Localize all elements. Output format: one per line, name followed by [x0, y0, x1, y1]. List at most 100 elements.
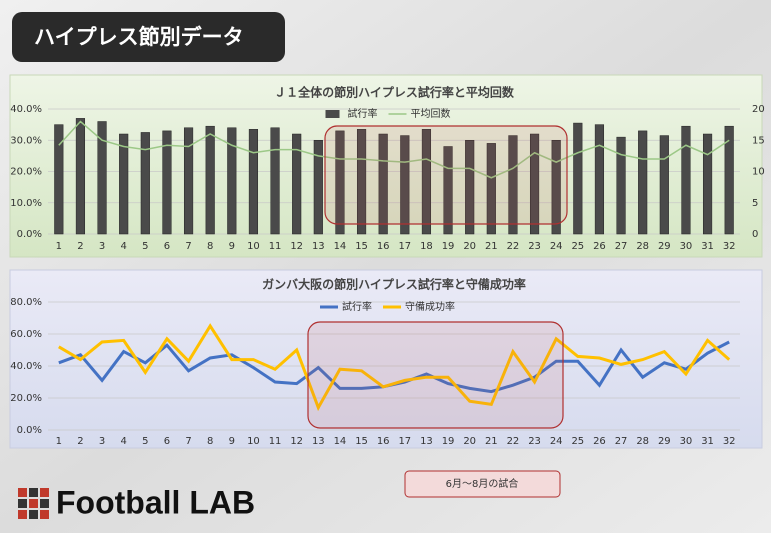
y2-tick-label: 15 — [752, 135, 765, 146]
x-tick-label: 32 — [723, 241, 736, 252]
y-tick-label: 10.0% — [10, 198, 42, 209]
x-tick-label: 29 — [658, 436, 671, 447]
x-tick-label: 14 — [334, 436, 347, 447]
bar — [313, 140, 323, 235]
x-tick-label: 9 — [229, 436, 235, 447]
header-title: ハイプレス節別データ — [34, 25, 244, 49]
bar — [400, 135, 410, 235]
legend-label: 守備成功率 — [405, 300, 455, 313]
y-tick-label: 0.0% — [17, 229, 42, 240]
bar — [529, 133, 540, 235]
x-tick-label: 29 — [658, 241, 671, 252]
x-tick-label: 1 — [56, 241, 62, 252]
x-tick-label: 11 — [269, 436, 282, 447]
x-tick-label: 7 — [185, 241, 191, 252]
bar — [205, 125, 215, 235]
x-tick-label: 21 — [485, 436, 498, 447]
x-tick-label: 17 — [398, 241, 411, 252]
x-tick-label: 6 — [164, 436, 170, 447]
x-tick-label: 23 — [528, 436, 541, 447]
y-tick-label: 0.0% — [17, 425, 42, 436]
bar — [616, 136, 626, 235]
bar — [465, 140, 475, 235]
x-tick-label: 22 — [507, 241, 520, 252]
x-tick-label: 2 — [77, 436, 83, 447]
bar — [162, 130, 172, 235]
x-tick-label: 8 — [207, 436, 213, 447]
x-tick-label: 11 — [269, 241, 282, 252]
x-tick-label: 26 — [593, 436, 606, 447]
x-tick-label: 30 — [680, 436, 693, 447]
x-tick-label: 31 — [701, 241, 714, 252]
bar — [638, 130, 648, 235]
legend-swatch — [325, 110, 340, 118]
y-tick-label: 20.0% — [10, 167, 42, 178]
annotation: 6月～8月の試合 — [446, 477, 519, 490]
x-tick-label: 5 — [142, 241, 148, 252]
x-tick-label: 23 — [528, 241, 541, 252]
x-tick-label: 5 — [142, 436, 148, 447]
bar — [681, 125, 691, 235]
bar — [97, 121, 107, 235]
x-tick-label: 8 — [207, 241, 213, 252]
x-tick-label: 21 — [485, 241, 498, 252]
bar — [486, 143, 496, 235]
chart-title: Ｊ１全体の節別ハイプレス試行率と平均回数 — [274, 85, 515, 100]
x-tick-label: 13 — [312, 436, 325, 447]
highlight-box — [307, 321, 564, 429]
x-tick-label: 7 — [185, 436, 191, 447]
x-tick-label: 17 — [398, 436, 411, 447]
x-tick-label: 2 — [77, 241, 83, 252]
x-tick-label: 4 — [121, 436, 127, 447]
bar — [75, 118, 86, 235]
bar — [54, 124, 64, 235]
x-tick-label: 19 — [442, 241, 455, 252]
x-tick-label: 28 — [636, 436, 649, 447]
bar — [443, 146, 453, 235]
bar — [659, 135, 669, 235]
x-tick-label: 15 — [355, 436, 368, 447]
bar — [421, 129, 432, 235]
y-tick-label: 40.0% — [10, 104, 42, 115]
bar — [119, 133, 129, 235]
x-tick-label: 16 — [377, 241, 390, 252]
bar — [335, 130, 345, 235]
bar — [594, 124, 605, 235]
bar — [724, 125, 734, 235]
x-tick-label: 31 — [701, 436, 714, 447]
x-tick-label: 20 — [463, 436, 476, 447]
header-banner — [12, 12, 285, 62]
y-tick-label: 40.0% — [10, 361, 42, 372]
bar — [378, 133, 388, 235]
highlight-box — [324, 125, 568, 225]
bar — [183, 127, 194, 235]
legend-label: 試行率 — [348, 107, 378, 120]
x-tick-label: 30 — [680, 241, 693, 252]
x-tick-label: 22 — [507, 436, 520, 447]
x-tick-label: 10 — [247, 436, 260, 447]
x-tick-label: 24 — [550, 241, 563, 252]
x-tick-label: 14 — [334, 241, 347, 252]
annotation-box — [404, 470, 561, 498]
x-tick-label: 27 — [615, 241, 628, 252]
legend-label: 試行率 — [342, 300, 372, 313]
x-tick-label: 28 — [636, 241, 649, 252]
x-tick-label: 16 — [377, 436, 390, 447]
bar — [508, 135, 518, 235]
x-tick-label: 20 — [463, 241, 476, 252]
chart-title: ガンバ大阪の節別ハイプレス試行率と守備成功率 — [262, 277, 526, 292]
logo-icon — [18, 488, 49, 519]
y2-tick-label: 10 — [752, 167, 765, 178]
x-tick-label: 15 — [355, 241, 368, 252]
y2-tick-label: 0 — [752, 229, 758, 240]
x-tick-label: 6 — [164, 241, 170, 252]
x-tick-label: 27 — [615, 436, 628, 447]
logo-text: Football LAB — [56, 484, 255, 520]
x-tick-label: 12 — [290, 241, 303, 252]
y-tick-label: 30.0% — [10, 135, 42, 146]
bar — [292, 133, 302, 235]
x-tick-label: 26 — [593, 241, 606, 252]
x-tick-label: 1 — [56, 436, 62, 447]
bar — [356, 129, 367, 235]
